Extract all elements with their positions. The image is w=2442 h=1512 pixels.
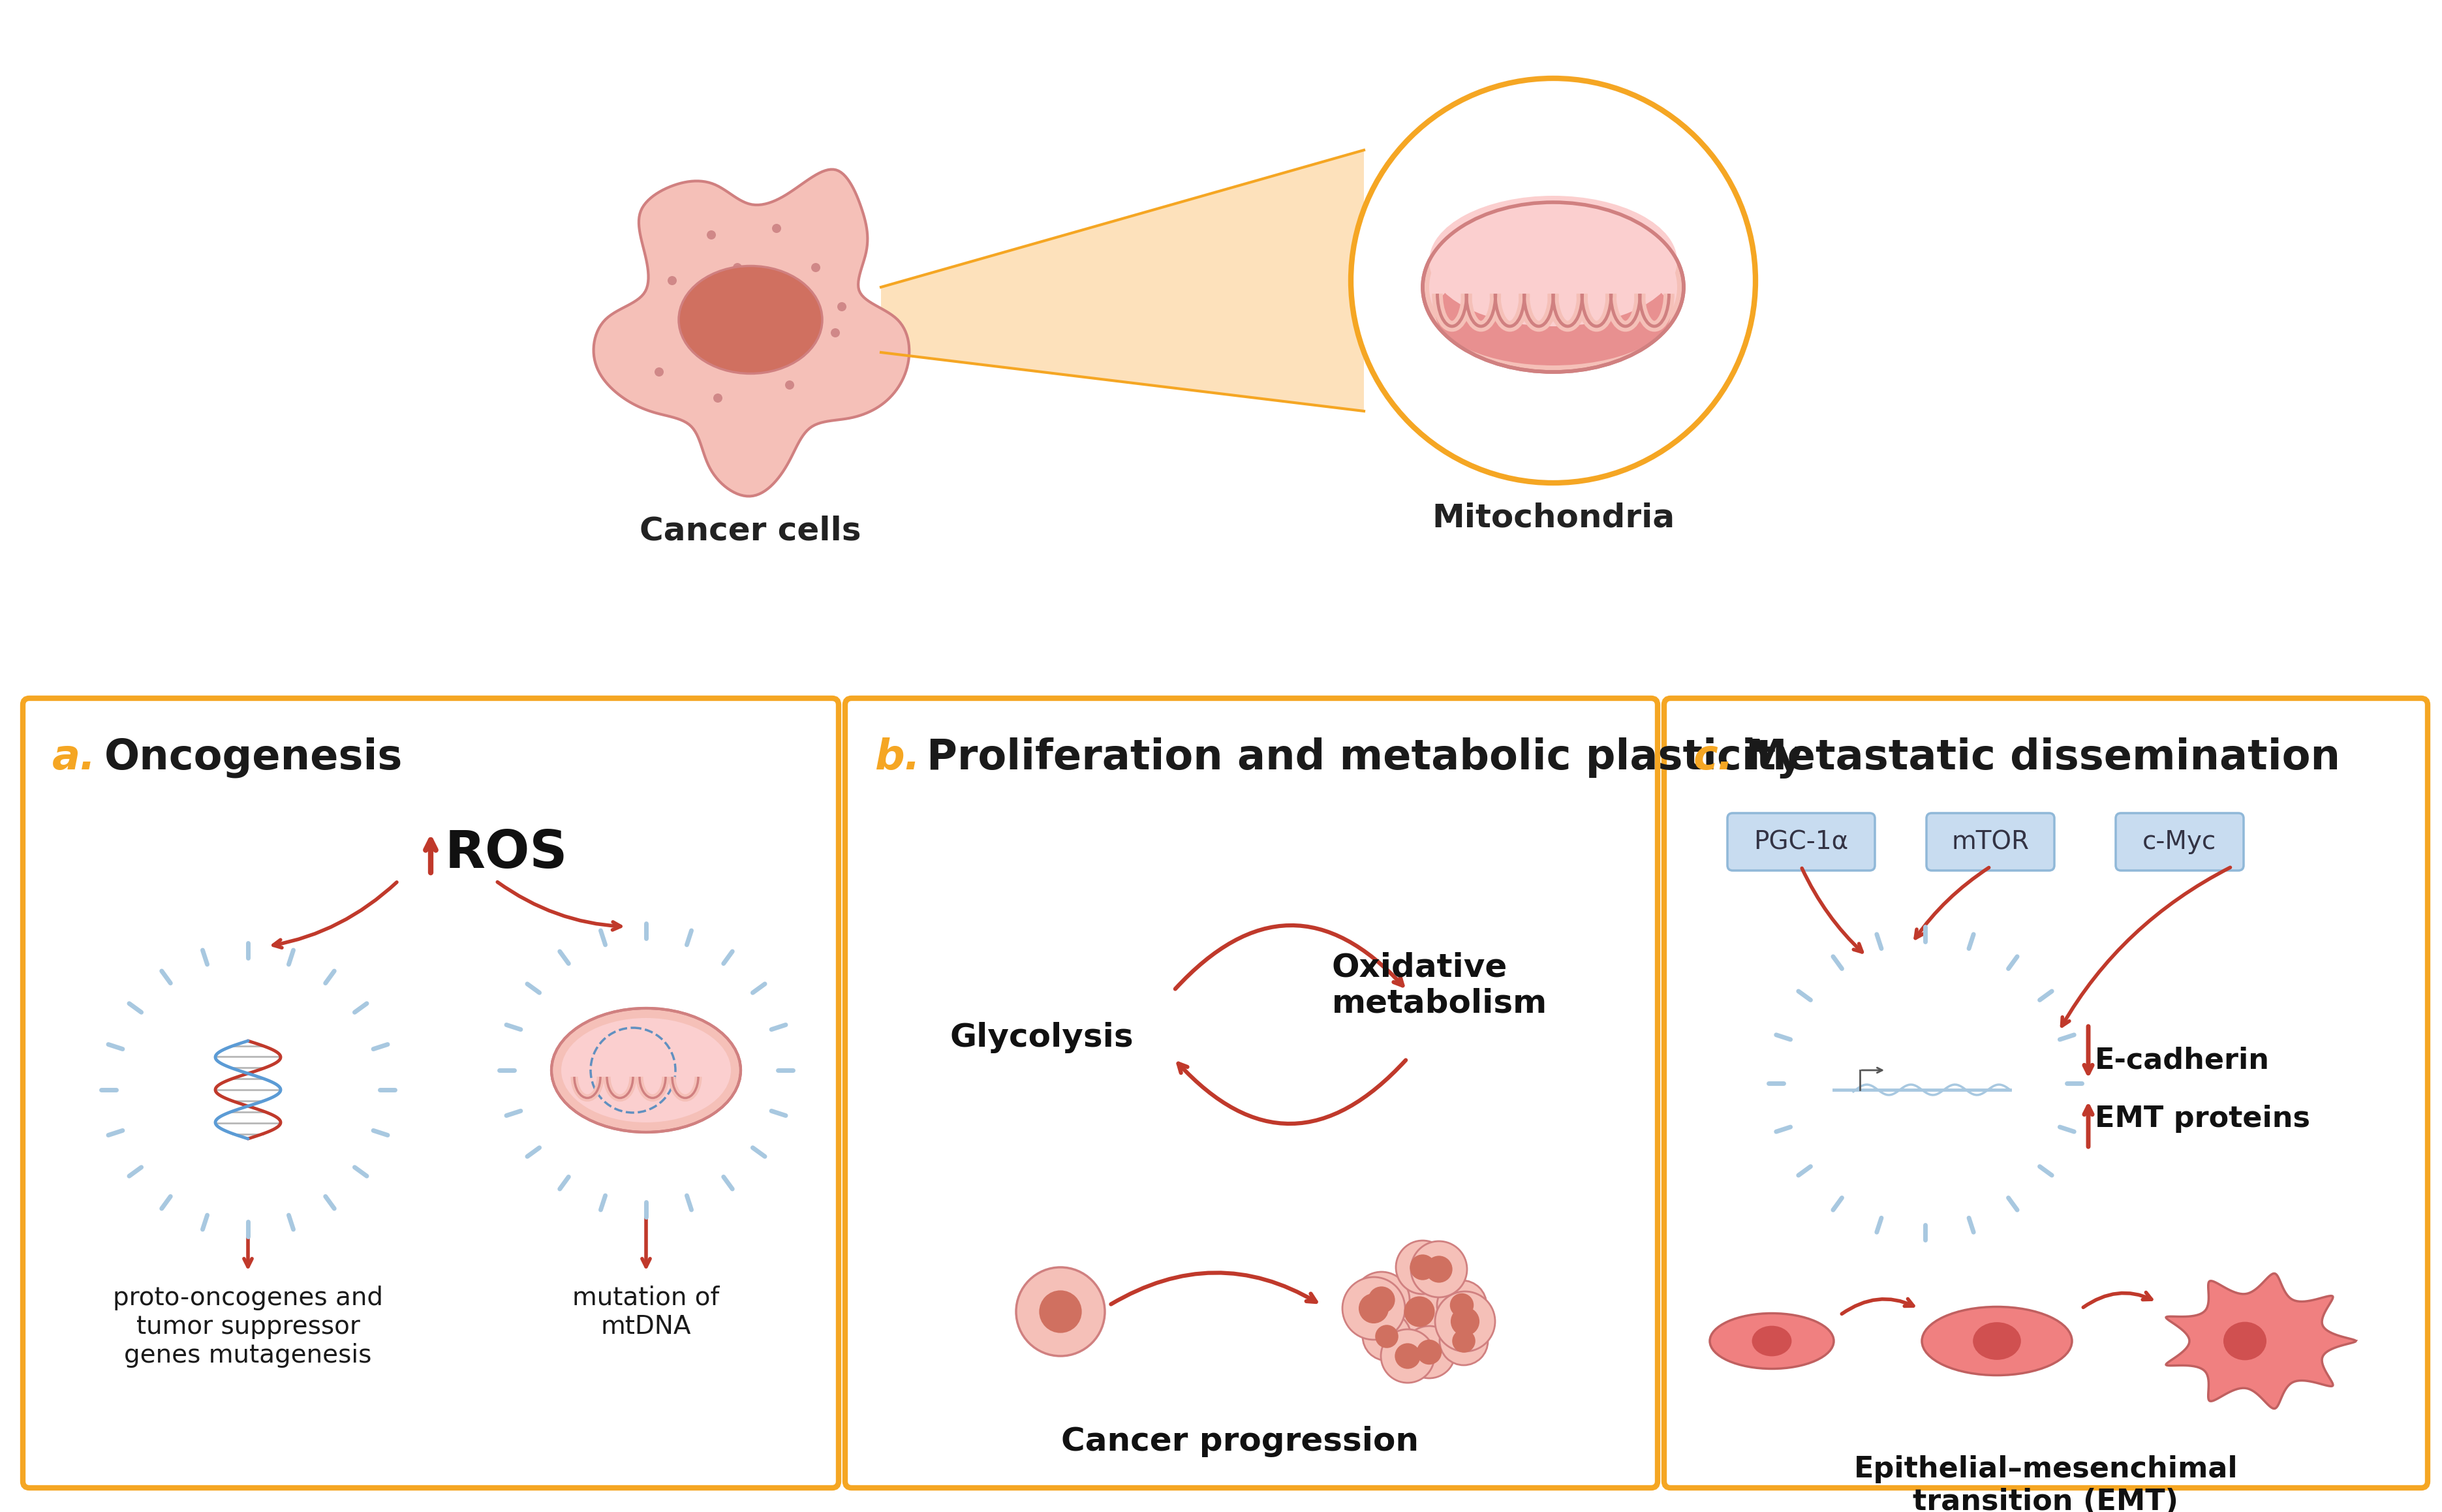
Text: proto-oncogenes and
tumor suppressor
genes mutagenesis: proto-oncogenes and tumor suppressor gen…: [112, 1285, 383, 1368]
Circle shape: [1453, 1329, 1475, 1353]
Circle shape: [772, 224, 781, 233]
Circle shape: [1350, 79, 1756, 482]
FancyBboxPatch shape: [2115, 813, 2244, 871]
Text: mTOR: mTOR: [1951, 830, 2029, 854]
Circle shape: [1404, 1296, 1436, 1328]
Text: EMT proteins: EMT proteins: [2095, 1105, 2310, 1132]
Polygon shape: [593, 169, 908, 496]
Text: E-cadherin: E-cadherin: [2095, 1046, 2269, 1075]
Circle shape: [752, 348, 762, 357]
Circle shape: [1426, 1256, 1453, 1282]
Circle shape: [1436, 1281, 1487, 1331]
FancyBboxPatch shape: [845, 699, 1658, 1488]
FancyBboxPatch shape: [1726, 813, 1875, 871]
Circle shape: [1363, 1312, 1411, 1361]
Ellipse shape: [1436, 262, 1670, 366]
Circle shape: [830, 328, 840, 337]
Text: mutation of
mtDNA: mutation of mtDNA: [571, 1285, 720, 1340]
Text: Glycolysis: Glycolysis: [950, 1022, 1133, 1054]
Ellipse shape: [1751, 1326, 1792, 1356]
FancyBboxPatch shape: [1663, 699, 2427, 1488]
Circle shape: [686, 334, 696, 343]
Ellipse shape: [552, 1009, 740, 1132]
Circle shape: [784, 381, 794, 390]
Circle shape: [1436, 1291, 1495, 1352]
Text: Mitochondria: Mitochondria: [1431, 502, 1675, 534]
Circle shape: [1451, 1306, 1480, 1337]
Circle shape: [654, 367, 664, 376]
Circle shape: [1358, 1293, 1389, 1323]
Ellipse shape: [2222, 1321, 2266, 1361]
Ellipse shape: [562, 1018, 730, 1122]
Ellipse shape: [1922, 1306, 2071, 1376]
Text: Cancer progression: Cancer progression: [1062, 1426, 1419, 1458]
Text: Oxidative
metabolism: Oxidative metabolism: [1331, 951, 1548, 1019]
Circle shape: [667, 277, 676, 286]
Text: Metastatic dissemination: Metastatic dissemination: [1746, 738, 2339, 777]
Circle shape: [1040, 1290, 1082, 1334]
Circle shape: [1404, 1326, 1455, 1379]
Circle shape: [1353, 1272, 1409, 1328]
Circle shape: [733, 263, 742, 272]
Circle shape: [1441, 1317, 1487, 1365]
Ellipse shape: [1709, 1314, 1834, 1368]
Ellipse shape: [679, 266, 823, 373]
Circle shape: [713, 393, 723, 402]
Circle shape: [811, 263, 821, 272]
Circle shape: [1387, 1279, 1451, 1344]
Text: c.: c.: [1692, 738, 1734, 777]
FancyBboxPatch shape: [22, 699, 838, 1488]
Text: c-Myc: c-Myc: [2142, 830, 2217, 854]
Circle shape: [1416, 1340, 1441, 1365]
Text: Proliferation and metabolic plasticity: Proliferation and metabolic plasticity: [926, 738, 1802, 779]
Circle shape: [706, 230, 716, 239]
Text: b.: b.: [874, 738, 921, 777]
Text: Oncogenesis: Oncogenesis: [105, 738, 403, 779]
Circle shape: [1409, 1255, 1436, 1281]
Polygon shape: [2166, 1273, 2357, 1409]
Ellipse shape: [1424, 203, 1683, 372]
Circle shape: [1343, 1278, 1404, 1340]
Ellipse shape: [1973, 1321, 2022, 1359]
Text: a.: a.: [51, 738, 95, 777]
Text: ROS: ROS: [444, 829, 569, 878]
Circle shape: [1451, 1293, 1473, 1317]
Circle shape: [1397, 1240, 1451, 1294]
Polygon shape: [882, 150, 1365, 411]
FancyBboxPatch shape: [1927, 813, 2054, 871]
Text: Epithelial–mesenchimal
transition (EMT): Epithelial–mesenchimal transition (EMT): [1853, 1455, 2237, 1512]
Circle shape: [1368, 1287, 1394, 1314]
Text: PGC-1α: PGC-1α: [1753, 830, 1849, 854]
Ellipse shape: [1429, 209, 1678, 366]
Circle shape: [1375, 1325, 1399, 1349]
Text: Cancer cells: Cancer cells: [640, 516, 862, 547]
Circle shape: [1394, 1343, 1421, 1368]
Circle shape: [1411, 1241, 1468, 1297]
Circle shape: [1380, 1329, 1433, 1383]
Ellipse shape: [1429, 195, 1678, 327]
Circle shape: [1016, 1267, 1104, 1356]
Circle shape: [838, 302, 847, 311]
